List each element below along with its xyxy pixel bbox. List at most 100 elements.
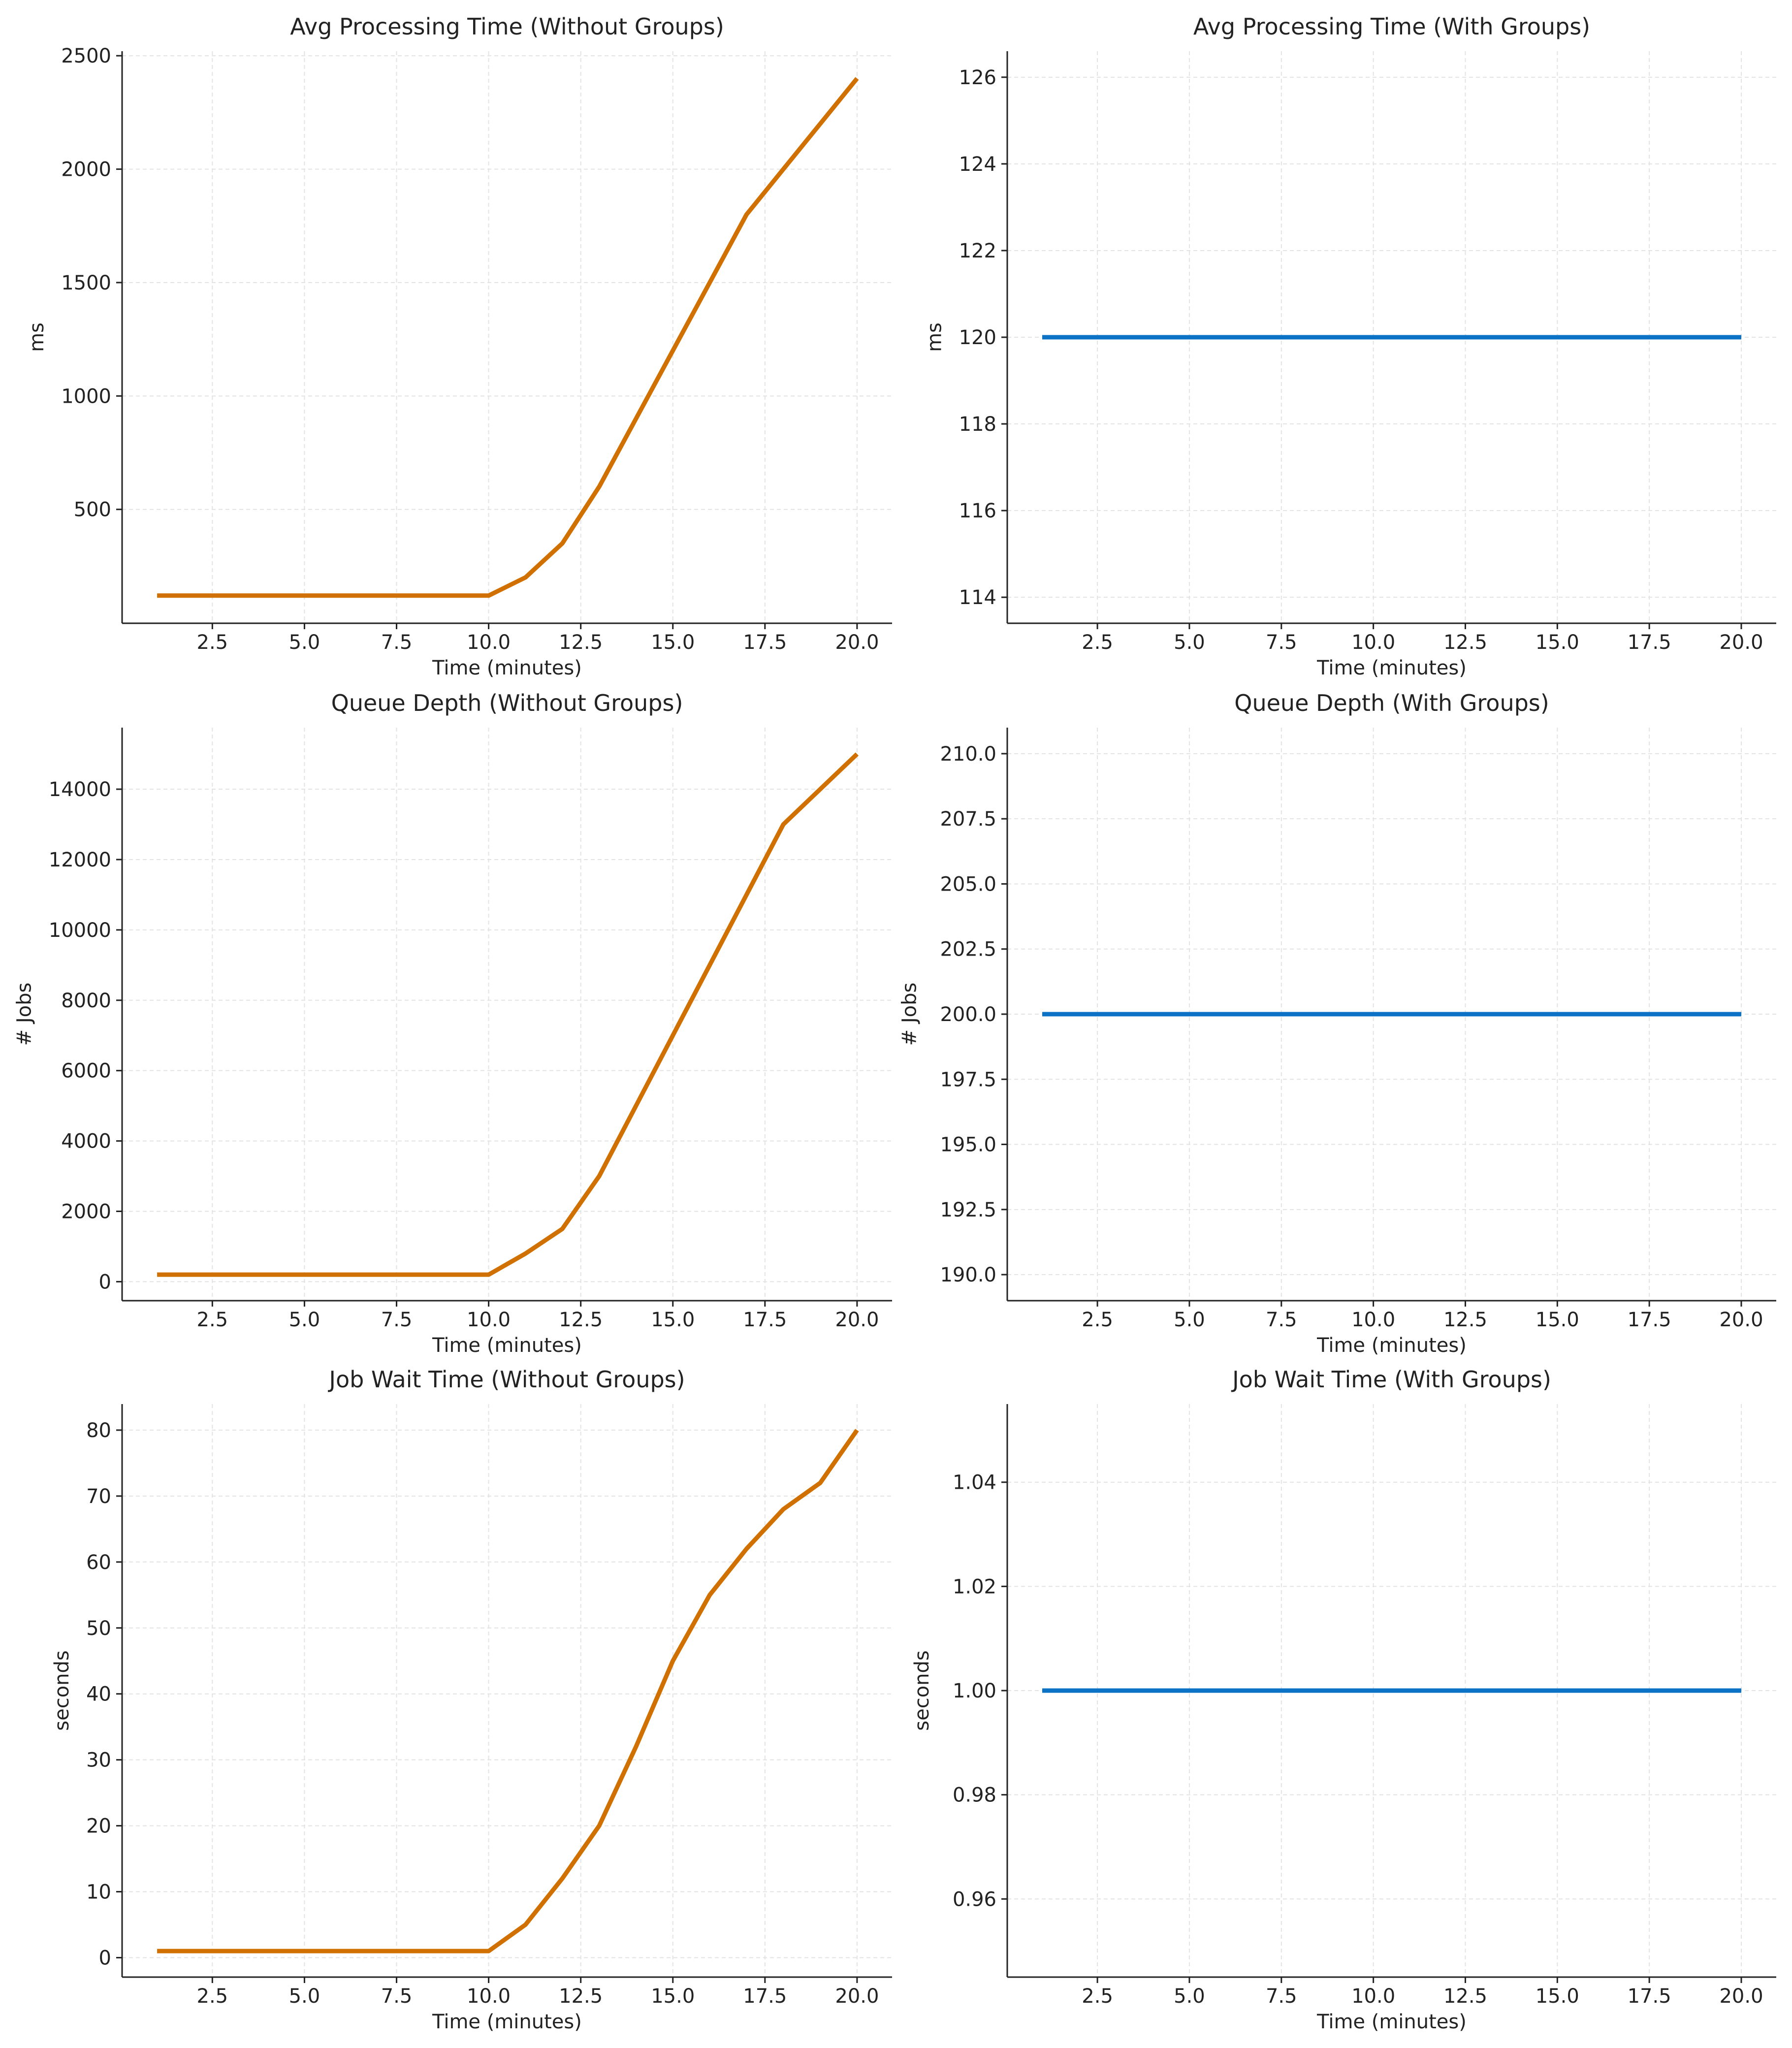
x-tick-label: 10.0 — [467, 631, 511, 654]
y-tick-label: 500 — [74, 499, 111, 521]
y-tick-label: 124 — [959, 153, 996, 176]
x-tick-label: 2.5 — [1082, 1985, 1113, 2008]
x-tick-label: 2.5 — [1082, 631, 1113, 654]
x-tick-label: 15.0 — [651, 1985, 695, 2008]
x-tick-label: 5.0 — [289, 1985, 320, 2008]
y-axis-label: # Jobs — [898, 983, 921, 1046]
x-tick-label: 12.5 — [559, 631, 603, 654]
x-tick-label: 12.5 — [559, 1309, 603, 1331]
y-tick-label: 0.98 — [953, 1784, 996, 1807]
x-tick-label: 5.0 — [289, 1309, 320, 1331]
x-tick-label: 7.5 — [381, 1309, 413, 1331]
y-tick-label: 2000 — [61, 1201, 111, 1223]
y-axis-label: ms — [924, 322, 946, 352]
x-tick-label: 7.5 — [381, 1985, 413, 2008]
x-tick-label: 20.0 — [835, 1309, 879, 1331]
x-axis-label: Time (minutes) — [1316, 657, 1467, 679]
y-tick-label: 14000 — [49, 778, 111, 801]
y-tick-label: 4000 — [61, 1130, 111, 1153]
x-axis-label: Time (minutes) — [1316, 1334, 1467, 1357]
y-tick-label: 6000 — [61, 1060, 111, 1083]
y-tick-label: 116 — [959, 500, 996, 522]
x-tick-label: 17.5 — [1628, 1309, 1671, 1331]
y-tick-label: 12000 — [49, 849, 111, 871]
x-tick-label: 7.5 — [1266, 1985, 1297, 2008]
y-tick-label: 114 — [959, 586, 996, 609]
chart-panel: 2.5 5.0 7.5 10.0 12.5 15.0 17.5 20.0 0 2000 4000 60… — [13, 690, 892, 1357]
y-tick-label: 1500 — [61, 272, 111, 294]
y-tick-label: 0 — [99, 1947, 111, 1969]
y-tick-label: 190.0 — [940, 1264, 996, 1286]
y-axis-label: seconds — [51, 1650, 73, 1731]
y-tick-label: 70 — [86, 1485, 111, 1508]
x-tick-label: 15.0 — [651, 631, 695, 654]
x-tick-label: 2.5 — [1082, 1309, 1113, 1331]
y-tick-label: 2000 — [61, 159, 111, 181]
y-tick-label: 20 — [86, 1815, 111, 1838]
x-tick-label: 20.0 — [1719, 631, 1763, 654]
x-tick-label: 10.0 — [1351, 1309, 1395, 1331]
chart-title: Avg Processing Time (With Groups) — [1193, 13, 1590, 40]
x-tick-label: 15.0 — [1536, 1985, 1579, 2008]
y-tick-label: 80 — [86, 1419, 111, 1442]
y-tick-label: 120 — [959, 326, 996, 349]
y-tick-label: 10000 — [49, 919, 111, 942]
x-tick-label: 7.5 — [1266, 1309, 1297, 1331]
y-tick-label: 205.0 — [940, 873, 996, 896]
y-tick-label: 50 — [86, 1617, 111, 1640]
chart-title: Avg Processing Time (Without Groups) — [290, 13, 724, 40]
y-tick-label: 1000 — [61, 385, 111, 408]
y-tick-label: 210.0 — [940, 743, 996, 766]
x-tick-label: 5.0 — [1174, 631, 1205, 654]
y-tick-label: 122 — [959, 240, 996, 262]
y-axis-label: seconds — [911, 1650, 933, 1731]
x-tick-label: 7.5 — [381, 631, 413, 654]
y-tick-label: 197.5 — [940, 1068, 996, 1091]
y-tick-label: 118 — [959, 413, 996, 436]
x-tick-label: 20.0 — [1719, 1985, 1763, 2008]
x-axis-label: Time (minutes) — [432, 2011, 582, 2033]
y-tick-label: 8000 — [61, 990, 111, 1012]
x-tick-label: 17.5 — [1628, 631, 1671, 654]
x-tick-label: 12.5 — [1443, 631, 1487, 654]
x-tick-label: 15.0 — [1536, 631, 1579, 654]
chart-panel: 2.5 5.0 7.5 10.0 12.5 15.0 17.5 20.0 190.0 192.5 1… — [898, 690, 1776, 1357]
y-tick-label: 192.5 — [940, 1199, 996, 1221]
x-tick-label: 15.0 — [651, 1309, 695, 1331]
x-tick-label: 10.0 — [1351, 1985, 1395, 2008]
x-tick-label: 20.0 — [1719, 1309, 1763, 1331]
x-axis-label: Time (minutes) — [1316, 2011, 1467, 2033]
x-tick-label: 12.5 — [1443, 1985, 1487, 2008]
x-tick-label: 17.5 — [1628, 1985, 1671, 2008]
y-axis-label: ms — [26, 322, 48, 352]
chart-title: Job Wait Time (Without Groups) — [327, 1366, 685, 1393]
x-tick-label: 2.5 — [197, 1985, 228, 2008]
x-tick-label: 2.5 — [197, 1309, 228, 1331]
y-tick-label: 2500 — [61, 45, 111, 67]
y-tick-label: 207.5 — [940, 808, 996, 831]
chart-title: Queue Depth (Without Groups) — [331, 690, 683, 716]
x-tick-label: 5.0 — [1174, 1985, 1205, 2008]
chart-panel: 2.5 5.0 7.5 10.0 12.5 15.0 17.5 20.0 114 116 118 12… — [924, 13, 1776, 679]
x-tick-label: 17.5 — [743, 1309, 787, 1331]
x-tick-label: 17.5 — [743, 1985, 787, 2008]
series-line — [157, 752, 859, 1277]
y-tick-label: 195.0 — [940, 1134, 996, 1156]
y-tick-label: 30 — [86, 1749, 111, 1772]
y-tick-label: 126 — [959, 66, 996, 89]
chart-title: Job Wait Time (With Groups) — [1231, 1366, 1551, 1393]
y-tick-label: 40 — [86, 1683, 111, 1706]
x-tick-label: 15.0 — [1536, 1309, 1579, 1331]
x-tick-label: 2.5 — [197, 631, 228, 654]
x-tick-label: 12.5 — [559, 1985, 603, 2008]
x-tick-label: 5.0 — [1174, 1309, 1205, 1331]
chart-panel: 2.5 5.0 7.5 10.0 12.5 15.0 17.5 20.0 0.96 0.98 1.0… — [911, 1366, 1776, 2033]
y-tick-label: 10 — [86, 1881, 111, 1904]
x-tick-label: 7.5 — [1266, 631, 1297, 654]
x-tick-label: 20.0 — [835, 1985, 879, 2008]
y-tick-label: 0 — [99, 1271, 111, 1293]
x-tick-label: 10.0 — [1351, 631, 1395, 654]
x-axis-label: Time (minutes) — [432, 1334, 582, 1357]
x-tick-label: 17.5 — [743, 631, 787, 654]
x-axis-label: Time (minutes) — [432, 657, 582, 679]
